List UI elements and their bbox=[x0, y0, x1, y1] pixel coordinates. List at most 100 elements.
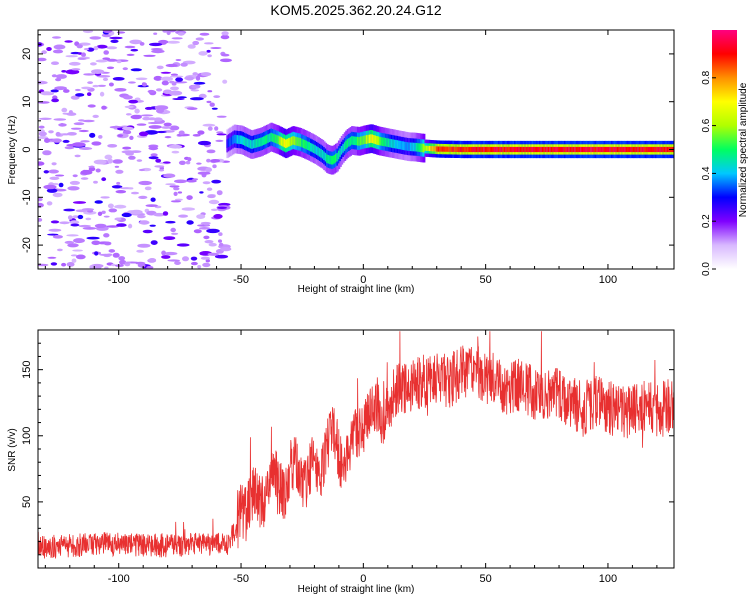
noise-blob bbox=[40, 91, 53, 96]
noise-blob bbox=[122, 126, 134, 131]
noise-blob bbox=[55, 131, 61, 137]
noise-blob bbox=[203, 235, 210, 240]
doppler-cell bbox=[624, 146, 627, 153]
noise-blob bbox=[38, 80, 48, 85]
doppler-cell bbox=[568, 146, 571, 153]
noise-blob bbox=[57, 248, 63, 252]
doppler-cell bbox=[277, 135, 281, 145]
noise-blob bbox=[41, 50, 47, 55]
doppler-cell bbox=[330, 155, 333, 165]
doppler-cell bbox=[524, 146, 527, 153]
noise-blob bbox=[181, 207, 195, 211]
noise-blob bbox=[202, 181, 211, 185]
noise-blob bbox=[104, 154, 113, 160]
doppler-cell bbox=[345, 140, 348, 150]
doppler-cell bbox=[368, 134, 372, 144]
doppler-cell bbox=[660, 146, 664, 153]
doppler-cell bbox=[477, 146, 480, 153]
doppler-cell bbox=[458, 146, 461, 153]
x-tick-label: -50 bbox=[233, 573, 249, 585]
spectrogram-xlabel: Height of straight line (km) bbox=[298, 284, 415, 295]
noise-blob bbox=[89, 265, 95, 269]
noise-blob bbox=[186, 195, 193, 201]
doppler-cell bbox=[515, 146, 518, 153]
noise-blob bbox=[83, 48, 90, 51]
noise-blob bbox=[79, 147, 93, 150]
doppler-cell bbox=[333, 154, 336, 164]
noise-blob bbox=[222, 79, 228, 84]
doppler-cell bbox=[627, 146, 630, 153]
noise-blob bbox=[38, 136, 49, 139]
noise-blob bbox=[214, 126, 219, 131]
noise-blob bbox=[88, 165, 95, 168]
noise-blob bbox=[213, 214, 223, 219]
noise-blob bbox=[112, 159, 123, 164]
noise-blob bbox=[186, 107, 198, 110]
noise-blob bbox=[63, 208, 76, 212]
noise-blob bbox=[220, 34, 230, 40]
doppler-cell bbox=[552, 146, 555, 153]
noise-blob bbox=[91, 141, 102, 146]
doppler-cell bbox=[546, 146, 549, 153]
doppler-cell bbox=[420, 143, 423, 153]
doppler-cell bbox=[337, 150, 341, 160]
noise-blob bbox=[165, 183, 176, 186]
doppler-cell bbox=[459, 146, 463, 153]
noise-blob bbox=[214, 254, 229, 259]
noise-blob bbox=[102, 77, 109, 81]
noise-blob bbox=[55, 78, 62, 82]
noise-blob bbox=[87, 92, 92, 96]
doppler-cell bbox=[381, 137, 385, 146]
doppler-cell bbox=[584, 146, 587, 153]
doppler-cell bbox=[396, 140, 399, 149]
noise-blob bbox=[173, 81, 188, 84]
noise-blob bbox=[207, 194, 216, 199]
noise-blob bbox=[72, 174, 78, 178]
doppler-cell bbox=[423, 143, 426, 153]
doppler-cell bbox=[402, 141, 405, 150]
doppler-cell bbox=[286, 138, 289, 148]
noise-blob bbox=[172, 98, 185, 100]
noise-blob bbox=[46, 47, 52, 51]
noise-blob bbox=[90, 62, 97, 66]
noise-blob bbox=[135, 77, 148, 81]
noise-blob bbox=[93, 46, 99, 51]
doppler-cell bbox=[530, 146, 533, 153]
doppler-cell bbox=[273, 133, 276, 143]
noise-blob bbox=[77, 214, 84, 220]
noise-blob bbox=[99, 91, 105, 97]
noise-blob bbox=[61, 70, 67, 73]
noise-blob bbox=[174, 179, 187, 184]
noise-blob bbox=[136, 123, 147, 126]
doppler-cell bbox=[426, 145, 429, 151]
noise-blob bbox=[58, 182, 64, 188]
noise-blob bbox=[195, 37, 204, 41]
noise-blob bbox=[150, 153, 158, 157]
doppler-cell bbox=[594, 146, 598, 153]
doppler-cell bbox=[593, 146, 596, 153]
doppler-cell bbox=[365, 135, 369, 144]
noise-blob bbox=[178, 214, 189, 218]
noise-blob bbox=[192, 134, 201, 137]
doppler-cell bbox=[590, 146, 593, 153]
doppler-cell bbox=[549, 146, 552, 153]
noise-blob bbox=[95, 168, 101, 173]
doppler-cell bbox=[317, 147, 320, 156]
noise-blob bbox=[130, 68, 142, 72]
noise-blob bbox=[215, 139, 224, 142]
noise-blob bbox=[101, 105, 107, 110]
noise-blob bbox=[94, 200, 103, 204]
doppler-cell bbox=[255, 139, 259, 148]
doppler-cell bbox=[320, 149, 323, 158]
doppler-cell bbox=[367, 134, 370, 144]
doppler-cell bbox=[553, 146, 556, 153]
doppler-cell bbox=[555, 146, 558, 153]
noise-blob bbox=[122, 130, 132, 135]
doppler-cell bbox=[289, 137, 292, 147]
noise-blob bbox=[54, 86, 67, 91]
noise-blob bbox=[50, 89, 59, 93]
noise-blob bbox=[190, 97, 204, 101]
doppler-cell bbox=[230, 136, 234, 146]
noise-blob bbox=[168, 144, 183, 149]
noise-blob bbox=[130, 209, 143, 215]
